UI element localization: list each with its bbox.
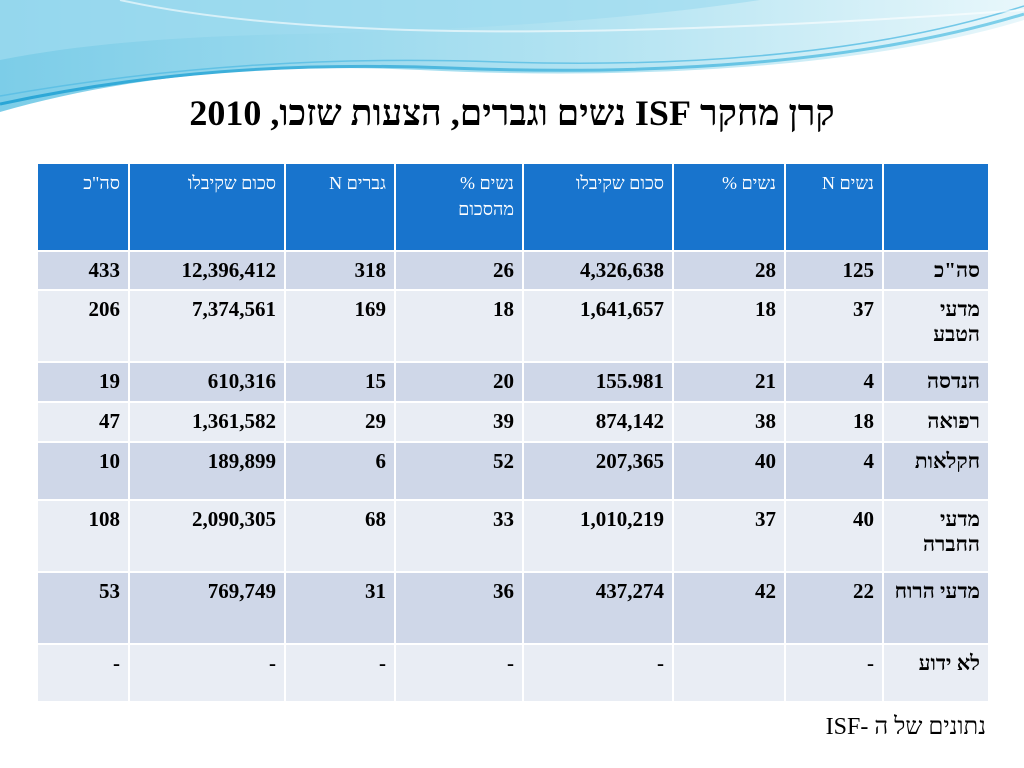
- table-cell: 37: [672, 499, 786, 573]
- table-cell: 7,374,561: [128, 289, 286, 363]
- table-cell: 28: [672, 250, 786, 291]
- table-header-row: נשים N נשים % סכום שקיבלו נשים % מהסכום גברי…: [36, 162, 990, 252]
- table-cell: 40: [784, 499, 884, 573]
- table-cell: 42: [672, 571, 786, 645]
- table-row: חקלאות 4 40 207,365 52 6 189,899 10: [36, 441, 990, 501]
- column-header: [882, 162, 990, 252]
- row-label: מדעי הטבע: [882, 289, 990, 363]
- table-cell: 4: [784, 361, 884, 403]
- table-cell: 4,326,638: [522, 250, 674, 291]
- column-header: סכום שקיבלו: [128, 162, 286, 252]
- row-label: סה"כ: [882, 250, 990, 291]
- table-cell: -: [36, 643, 130, 703]
- row-label: מדעי הרוח: [882, 571, 990, 645]
- table-row: סה"כ 125 28 4,326,638 26 318 12,396,412 433: [36, 250, 990, 291]
- table-cell: -: [284, 643, 396, 703]
- table-cell: 207,365: [522, 441, 674, 501]
- table-cell: 33: [394, 499, 524, 573]
- table-row: רפואה 18 38 874,142 39 29 1,361,582 47: [36, 401, 990, 443]
- table-row: הנדסה 4 21 155.981 20 15 610,316 19: [36, 361, 990, 403]
- table-cell: 189,899: [128, 441, 286, 501]
- table-cell: -: [522, 643, 674, 703]
- table-cell: 206: [36, 289, 130, 363]
- table-cell: -: [394, 643, 524, 703]
- table-row: מדעי הרוח 22 42 437,274 36 31 769,749 53: [36, 571, 990, 645]
- table-cell: 10: [36, 441, 130, 501]
- table-cell: 26: [394, 250, 524, 291]
- table-cell: 31: [284, 571, 396, 645]
- table-cell: 155.981: [522, 361, 674, 403]
- wave-decoration: [0, 0, 1024, 112]
- table-cell: 53: [36, 571, 130, 645]
- table-cell: 19: [36, 361, 130, 403]
- table-cell: 18: [784, 401, 884, 443]
- table-cell: 12,396,412: [128, 250, 286, 291]
- table-body: סה"כ 125 28 4,326,638 26 318 12,396,412 433 מדעי…: [36, 250, 990, 703]
- table-cell: 874,142: [522, 401, 674, 443]
- table-cell: 125: [784, 250, 884, 291]
- column-header: גברים N: [284, 162, 396, 252]
- table-cell: 40: [672, 441, 786, 501]
- table-cell: 18: [672, 289, 786, 363]
- table-cell: 108: [36, 499, 130, 573]
- table-cell: 1,361,582: [128, 401, 286, 443]
- table-cell: 36: [394, 571, 524, 645]
- table-cell: -: [128, 643, 286, 703]
- table-cell: 2,090,305: [128, 499, 286, 573]
- table-cell: 21: [672, 361, 786, 403]
- table-cell: 38: [672, 401, 786, 443]
- table-cell: 52: [394, 441, 524, 501]
- row-label: חקלאות: [882, 441, 990, 501]
- table-cell: 20: [394, 361, 524, 403]
- table-cell: 15: [284, 361, 396, 403]
- table-cell: 68: [284, 499, 396, 573]
- row-label: הנדסה: [882, 361, 990, 403]
- slide-title: קרן מחקר ISF נשים וגברים, הצעות שזכו, 20…: [189, 93, 835, 133]
- row-label: מדעי החברה: [882, 499, 990, 573]
- table-cell: 437,274: [522, 571, 674, 645]
- column-header: סכום שקיבלו: [522, 162, 674, 252]
- table-cell: -: [784, 643, 884, 703]
- table-cell: 22: [784, 571, 884, 645]
- table-cell: 169: [284, 289, 396, 363]
- table-cell: 1,641,657: [522, 289, 674, 363]
- table-cell: 610,316: [128, 361, 286, 403]
- column-header: נשים %: [672, 162, 786, 252]
- table-row: מדעי הטבע 37 18 1,641,657 18 169 7,374,561 206: [36, 289, 990, 363]
- table-cell: 39: [394, 401, 524, 443]
- column-header: סה"כ: [36, 162, 130, 252]
- table-cell: 37: [784, 289, 884, 363]
- data-table: נשים N נשים % סכום שקיבלו נשים % מהסכום גברי…: [36, 162, 990, 703]
- table-cell: 318: [284, 250, 396, 291]
- table-cell: 769,749: [128, 571, 286, 645]
- column-header: נשים N: [784, 162, 884, 252]
- table-row: מדעי החברה 40 37 1,010,219 33 68 2,090,305 108: [36, 499, 990, 573]
- row-label: לא ידוע: [882, 643, 990, 703]
- table-cell: 4: [784, 441, 884, 501]
- row-label: רפואה: [882, 401, 990, 443]
- column-header: נשים % מהסכום: [394, 162, 524, 252]
- table-cell: [672, 643, 786, 703]
- table-cell: 47: [36, 401, 130, 443]
- table-cell: 29: [284, 401, 396, 443]
- table-cell: 6: [284, 441, 396, 501]
- table-cell: 433: [36, 250, 130, 291]
- source-footer: נתונים של ה -ISF: [825, 714, 986, 740]
- table-cell: 18: [394, 289, 524, 363]
- table-row: לא ידוע - - - - - -: [36, 643, 990, 703]
- table-cell: 1,010,219: [522, 499, 674, 573]
